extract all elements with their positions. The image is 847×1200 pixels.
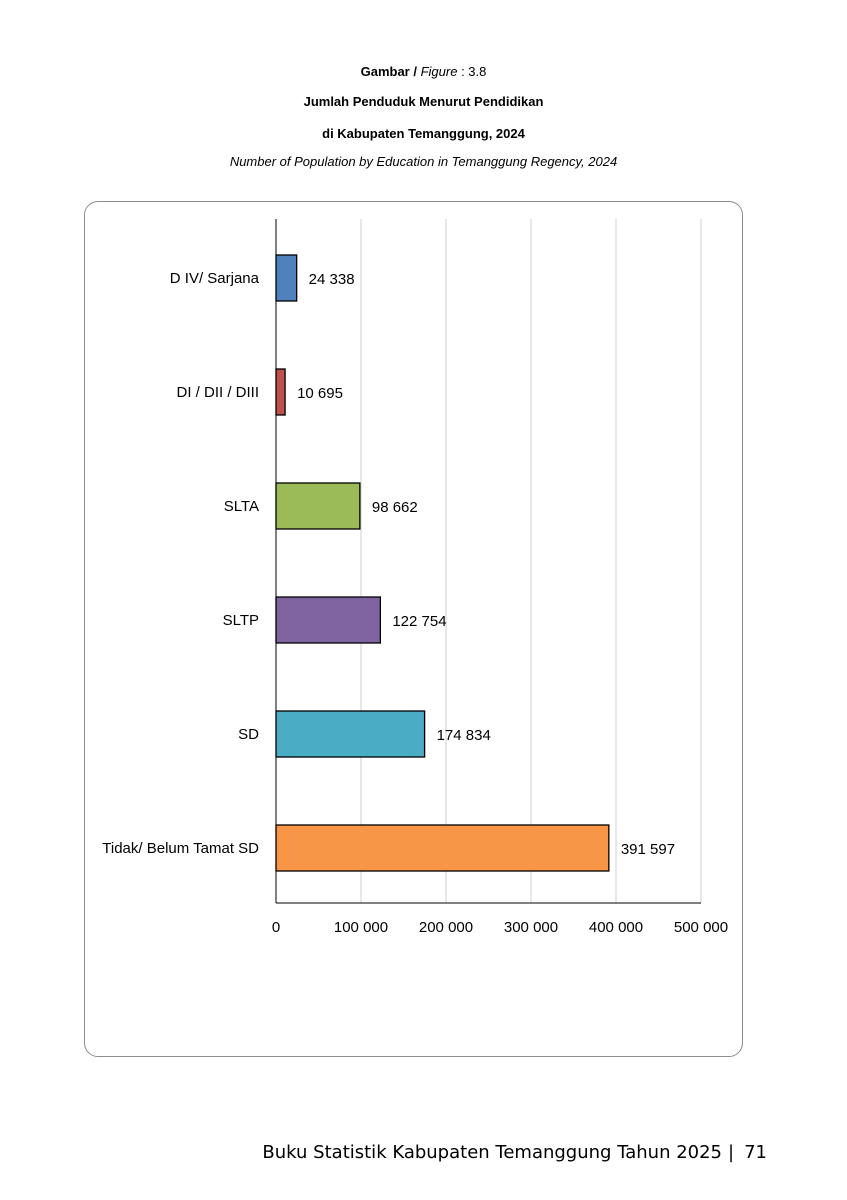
category-label: DI / DII / DIII	[176, 384, 259, 401]
figure-label-word: Figure	[420, 64, 458, 79]
x-tick-label: 0	[272, 919, 280, 936]
chart-title-english: Number of Population by Education in Tem…	[229, 154, 618, 169]
footer-text: Buku Statistik Kabupaten Temanggung Tahu…	[262, 1142, 723, 1163]
data-label: 98 662	[372, 499, 418, 516]
x-tick-label: 500 000	[674, 919, 728, 936]
category-label: SLTP	[223, 612, 259, 629]
figure-label: Gambar / Figure : 3.8	[0, 64, 847, 79]
bar	[275, 824, 610, 872]
figure-label-prefix: Gambar /	[360, 64, 417, 79]
page-number: 71	[744, 1142, 767, 1163]
category-label: SD	[238, 726, 259, 743]
chart-title: Jumlah Penduduk Menurut Pendidikan	[303, 94, 544, 109]
bar	[275, 482, 361, 530]
chart-subtitle: di Kabupaten Temanggung, 2024	[322, 126, 525, 141]
bar	[275, 254, 298, 302]
category-label: Tidak/ Belum Tamat SD	[102, 840, 259, 857]
x-tick-label: 400 000	[589, 919, 643, 936]
x-tick-label: 100 000	[334, 919, 388, 936]
page-footer: Buku Statistik Kabupaten Temanggung Tahu…	[262, 1142, 767, 1163]
category-label: SLTA	[224, 498, 259, 515]
bar	[275, 596, 381, 644]
chart-frame	[84, 201, 743, 1057]
bar	[275, 710, 426, 758]
data-label: 174 834	[437, 727, 491, 744]
x-tick-label: 300 000	[504, 919, 558, 936]
x-tick-label: 200 000	[419, 919, 473, 936]
category-label: D IV/ Sarjana	[170, 270, 260, 287]
data-label: 24 338	[309, 271, 355, 288]
footer-separator: |	[728, 1142, 735, 1163]
figure-number: : 3.8	[461, 64, 487, 79]
bar	[275, 368, 286, 416]
data-label: 10 695	[297, 385, 343, 402]
data-label: 122 754	[392, 613, 446, 630]
data-label: 391 597	[621, 841, 675, 858]
